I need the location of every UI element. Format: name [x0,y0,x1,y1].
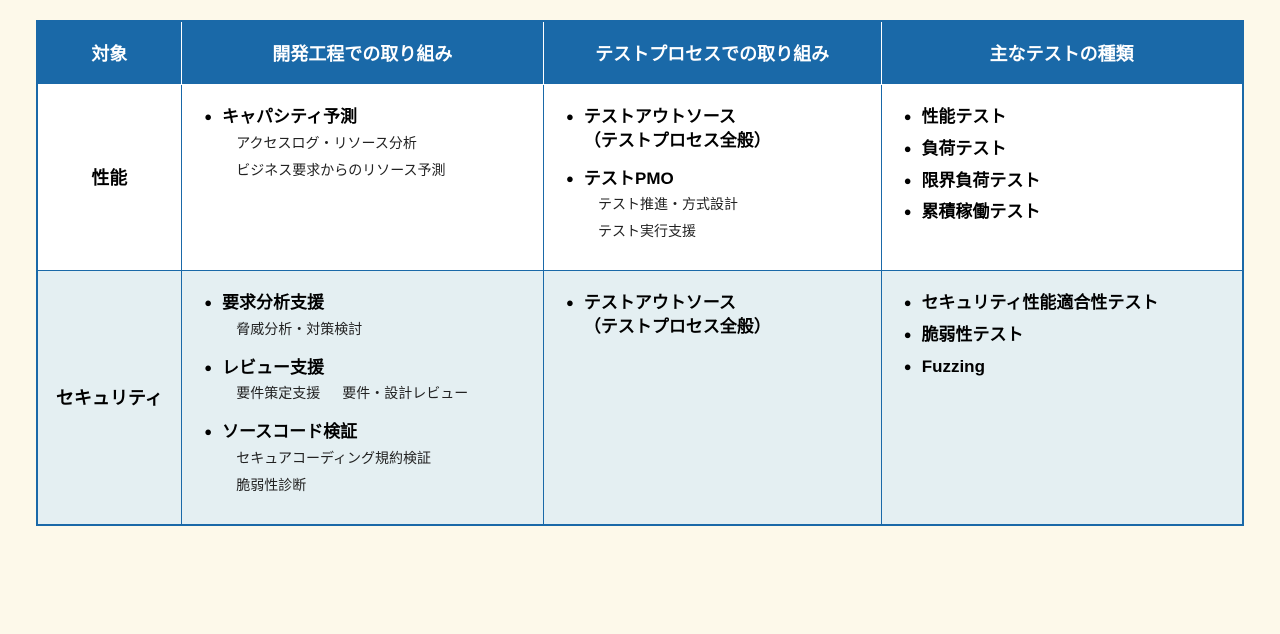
bullet-main-text: キャパシティ予測 [204,105,521,129]
bullet-main-text: 負荷テスト [904,137,1220,161]
bullet-sub-text: テスト推進・方式設計 [566,193,859,217]
cell-types: 性能テスト負荷テスト限界負荷テスト累積稼働テスト [881,85,1243,271]
col-header-types: 主なテストの種類 [881,21,1243,85]
table-row: 性能キャパシティ予測アクセスログ・リソース分析ビジネス要求からのリソース予測テス… [37,85,1243,271]
bullet-sub-text: 要件・設計レビュー [342,382,468,406]
bullet-item: ソースコード検証セキュアコーディング規約検証脆弱性診断 [204,420,521,497]
table-row: セキュリティ要求分析支援脅威分析・対策検討レビュー支援要件策定支援要件・設計レビ… [37,270,1243,524]
bullet-main-text: テストPMO [566,167,859,191]
bullet-main-continuation: （テストプロセス全般） [584,317,771,336]
bullet-main-text: レビュー支援 [204,356,521,380]
service-matrix-table: 対象 開発工程での取り組み テストプロセスでの取り組み 主なテストの種類 性能キ… [36,20,1244,526]
bullet-sub-text: テスト実行支援 [566,220,859,244]
bullet-item: 性能テスト [904,105,1220,129]
bullet-main-text: 性能テスト [904,105,1220,129]
bullet-item: セキュリティ性能適合性テスト [904,291,1220,315]
bullet-sub-text: 脆弱性診断 [204,474,521,498]
bullet-main-text: Fuzzing [904,355,1220,379]
cell-dev: 要求分析支援脅威分析・対策検討レビュー支援要件策定支援要件・設計レビューソースコ… [182,270,544,524]
bullet-sub-text: 要件策定支援 [236,382,320,406]
bullet-item: 累積稼働テスト [904,200,1220,224]
table-header-row: 対象 開発工程での取り組み テストプロセスでの取り組み 主なテストの種類 [37,21,1243,85]
bullet-item: レビュー支援要件策定支援要件・設計レビュー [204,356,521,407]
cell-test: テストアウトソース（テストプロセス全般） [544,270,882,524]
bullet-item: 脆弱性テスト [904,323,1220,347]
bullet-sub-text: ビジネス要求からのリソース予測 [204,159,521,183]
col-header-dev: 開発工程での取り組み [182,21,544,85]
cell-dev: キャパシティ予測アクセスログ・リソース分析ビジネス要求からのリソース予測 [182,85,544,271]
bullet-main-text: 限界負荷テスト [904,169,1220,193]
col-header-target: 対象 [37,21,182,85]
cell-types: セキュリティ性能適合性テスト脆弱性テスト Fuzzing [881,270,1243,524]
bullet-item: 要求分析支援脅威分析・対策検討 [204,291,521,342]
bullet-main-text: ソースコード検証 [204,420,521,444]
bullet-main-continuation: （テストプロセス全般） [584,131,771,150]
bullet-main-text: テストアウトソース（テストプロセス全般） [566,291,859,339]
cell-test: テストアウトソース（テストプロセス全般） テストPMOテスト推進・方式設計テスト実… [544,85,882,271]
table-body: 性能キャパシティ予測アクセスログ・リソース分析ビジネス要求からのリソース予測テス… [37,85,1243,525]
bullet-item: Fuzzing [904,355,1220,379]
bullet-item: テストアウトソース（テストプロセス全般） [566,291,859,339]
bullet-main-text: 累積稼働テスト [904,200,1220,224]
bullet-sub-text: アクセスログ・リソース分析 [204,132,521,156]
bullet-item: テストPMOテスト推進・方式設計テスト実行支援 [566,167,859,244]
row-label: 性能 [37,85,182,271]
col-header-test: テストプロセスでの取り組み [544,21,882,85]
bullet-sub-row: 要件策定支援要件・設計レビュー [204,382,521,406]
bullet-main-text: セキュリティ性能適合性テスト [904,291,1220,315]
bullet-main-text: 要求分析支援 [204,291,521,315]
bullet-item: 限界負荷テスト [904,169,1220,193]
bullet-item: キャパシティ予測アクセスログ・リソース分析ビジネス要求からのリソース予測 [204,105,521,182]
bullet-main-text: テストアウトソース（テストプロセス全般） [566,105,859,153]
bullet-item: テストアウトソース（テストプロセス全般） [566,105,859,153]
bullet-item: 負荷テスト [904,137,1220,161]
bullet-sub-text: 脅威分析・対策検討 [204,318,521,342]
bullet-main-text: 脆弱性テスト [904,323,1220,347]
row-label: セキュリティ [37,270,182,524]
bullet-sub-text: セキュアコーディング規約検証 [204,447,521,471]
